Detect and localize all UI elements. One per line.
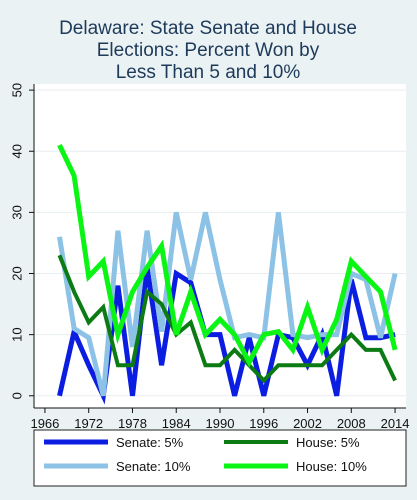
legend-label-house-5: House: 5% [296, 435, 360, 450]
y-tick-label: 50 [9, 83, 24, 97]
x-tick-label: 1996 [249, 416, 278, 431]
legend-label-house-10: House: 10% [296, 459, 367, 474]
y-tick-label: 30 [9, 205, 24, 219]
chart-title-line-3: Less Than 5 and 10% [116, 62, 301, 83]
series-line-senate-10 [57, 211, 398, 397]
legend-box [33, 429, 407, 487]
y-tick-label: 10 [9, 327, 24, 341]
chart-title-line-1: Delaware: State Senate and House [59, 18, 357, 39]
y-tick-label: 40 [9, 144, 24, 158]
series-line-house-10 [57, 144, 398, 368]
y-tick-label: 0 [9, 392, 24, 399]
x-tick-label: 1990 [206, 416, 235, 431]
plot-area [34, 84, 406, 408]
axes: 0 10 20 30 40 50 1966 1972 1978 1984 1990 1996 2002 2… [9, 83, 409, 431]
series-line-senate-5 [57, 267, 396, 405]
x-tick-label: 1966 [30, 416, 59, 431]
x-tick-label: 2008 [337, 416, 366, 431]
legend: Senate: 5% House: 5% Senate: 10% House: 10% [33, 429, 407, 487]
x-tick-label: 1984 [162, 416, 191, 431]
legend-label-senate-10: Senate: 10% [116, 459, 191, 474]
y-tick-label: 20 [9, 266, 24, 280]
chart-title: Delaware: State Senate and House Electio… [59, 18, 357, 83]
series-layer [57, 144, 398, 405]
x-tick-label: 1972 [74, 416, 103, 431]
legend-label-senate-5: Senate: 5% [116, 435, 184, 450]
chart-title-line-2: Elections: Percent Won by [97, 40, 320, 61]
x-tick-label: 2002 [293, 416, 322, 431]
x-tick-label: 2014 [381, 416, 410, 431]
series-line-house-5 [57, 254, 397, 384]
x-tick-label: 1978 [118, 416, 147, 431]
